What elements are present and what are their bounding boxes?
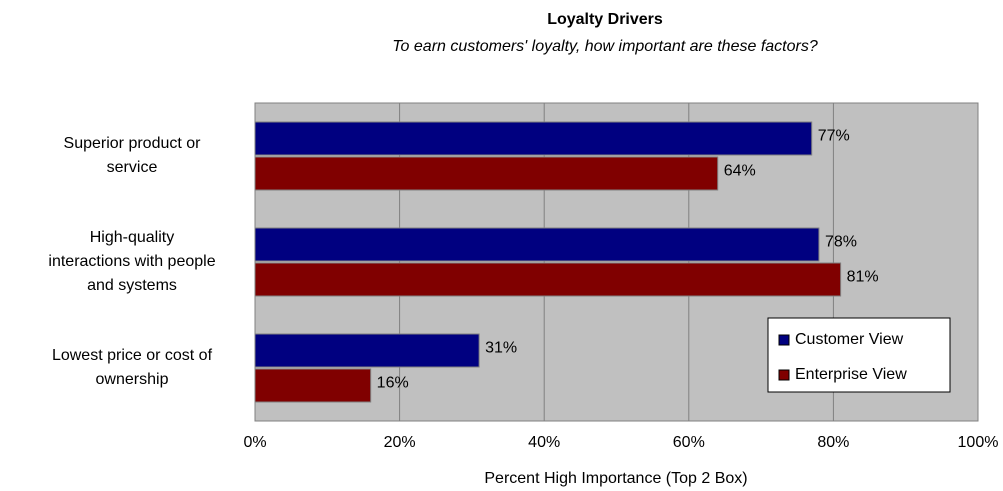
x-tick-label: 0% [243, 434, 266, 451]
value-label: 81% [847, 269, 879, 286]
legend-box [767, 317, 951, 393]
value-label: 31% [485, 340, 517, 357]
legend-label: Enterprise View [795, 366, 907, 383]
legend-swatch [778, 334, 790, 346]
x-tick-label: 80% [817, 434, 849, 451]
y-tick-label: Lowest price or cost of ownership [52, 347, 213, 388]
bar [254, 156, 719, 191]
bar [254, 333, 480, 368]
chart-title: Loyalty Drivers [547, 11, 663, 28]
bar [254, 262, 842, 297]
value-label: 16% [377, 375, 409, 392]
chart-subtitle: To earn customers' loyalty, how importan… [392, 38, 818, 55]
bar [254, 368, 372, 403]
x-axis-label: Percent High Importance (Top 2 Box) [484, 470, 747, 487]
legend-swatch [778, 369, 790, 381]
y-tick-label: Superior product or service [64, 135, 202, 176]
x-tick-label: 60% [673, 434, 705, 451]
bar [254, 121, 813, 156]
x-tick-label: 20% [384, 434, 416, 451]
x-tick-label: 100% [958, 434, 999, 451]
value-label: 77% [818, 128, 850, 145]
x-tick-label: 40% [528, 434, 560, 451]
bar [254, 227, 820, 262]
y-tick-label: High-quality interactions with people and … [48, 229, 215, 294]
value-label: 78% [825, 234, 857, 251]
legend-label: Customer View [795, 331, 904, 348]
value-label: 64% [724, 163, 756, 180]
